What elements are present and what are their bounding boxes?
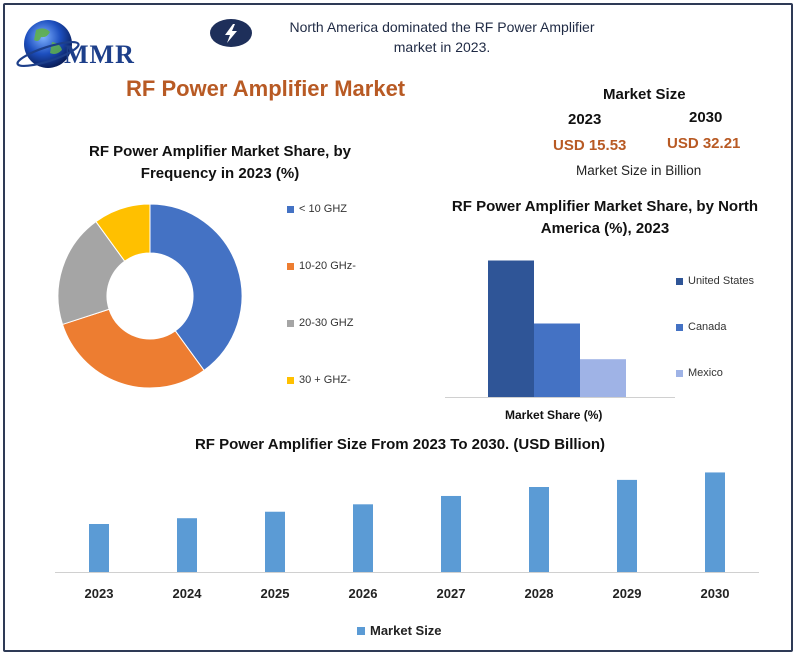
headline-text: North America dominated the RF Power Amp… (289, 19, 595, 55)
size-bar-2024 (177, 518, 197, 572)
size-bar-chart: 2023 2024 2025 2026 2027 2028 2029 2030 (55, 472, 759, 601)
size-chart-title: RF Power Amplifier Size From 2023 To 203… (194, 436, 606, 453)
donut-chart-title: RF Power Amplifier Market Share, by Freq… (88, 143, 352, 182)
na-bar-united-states (488, 260, 534, 397)
donut-legend-item: < 10 GHZ (287, 203, 347, 215)
donut-legend-item: 10-20 GHz- (287, 260, 356, 272)
donut-legend-item: 20-30 GHZ (287, 317, 353, 329)
na-legend-item: United States (676, 275, 754, 287)
legend-label: 10-20 GHz- (299, 260, 356, 272)
market-size-value-2023: USD 15.53 (553, 137, 627, 154)
size-legend-label: Market Size (370, 623, 442, 638)
mmr-logo: MMR (14, 14, 144, 74)
legend-label: 20-30 GHZ (299, 317, 354, 329)
infographic-frame (3, 3, 793, 652)
legend-label: 30 + GHZ- (299, 374, 351, 386)
market-size-note: Market Size in Billion (576, 163, 702, 178)
legend-label: United States (688, 275, 755, 287)
na-bar-chart (445, 260, 675, 398)
na-x-axis-label: Market Share (%) (505, 408, 603, 422)
size-x-tick-label: 2027 (437, 586, 466, 601)
market-size-year-2030: 2030 (689, 109, 723, 126)
size-bar-2025 (265, 511, 285, 572)
donut-slice-2 (57, 220, 126, 326)
size-bar-2029 (617, 479, 637, 572)
main-title: RF Power Amplifier Market (126, 76, 406, 101)
logo-text: MMR (64, 40, 135, 69)
legend-swatch (287, 319, 294, 327)
globe-icon (16, 20, 80, 68)
size-bar-2026 (353, 504, 373, 572)
na-legend-item: Canada (676, 321, 727, 333)
lightning-badge (210, 19, 252, 47)
size-bar-2030 (705, 472, 725, 572)
legend-swatch (676, 369, 683, 377)
size-bar-2027 (441, 495, 461, 572)
donut-legend: < 10 GHZ 10-20 GHz- 20-30 GHZ 30 + GHZ- (287, 203, 407, 393)
size-x-tick-label: 2025 (261, 586, 290, 601)
legend-swatch (287, 262, 294, 270)
donut-chart (57, 203, 243, 389)
size-x-tick-label: 2023 (85, 586, 114, 601)
market-size-title: Market Size (603, 86, 686, 103)
legend-swatch (287, 376, 294, 384)
donut-slice-1 (61, 308, 205, 389)
size-bar-2028 (529, 487, 549, 572)
size-x-tick-label: 2024 (173, 586, 203, 601)
market-size-year-2023: 2023 (568, 111, 602, 128)
size-x-tick-label: 2028 (525, 586, 554, 601)
legend-swatch (676, 277, 683, 285)
na-legend-item: Mexico (676, 367, 723, 379)
size-x-tick-label: 2029 (613, 586, 642, 601)
donut-legend-item: 30 + GHZ- (287, 374, 351, 386)
market-size-value-2030: USD 32.21 (667, 135, 741, 152)
legend-label: Mexico (688, 367, 723, 379)
legend-label: Canada (688, 321, 727, 333)
na-legend: United States Canada Mexico (676, 275, 786, 395)
legend-swatch (287, 205, 294, 213)
size-legend: Market Size (357, 623, 442, 638)
size-legend-swatch (357, 626, 365, 635)
size-x-tick-label: 2030 (701, 586, 730, 601)
donut-slice-0 (149, 203, 243, 372)
size-x-tick-label: 2026 (349, 586, 378, 601)
na-chart-title: RF Power Amplifier Market Share, by Nort… (451, 198, 759, 237)
na-bar-mexico (580, 359, 626, 397)
legend-label: < 10 GHZ (299, 203, 347, 215)
donut-slice-3 (95, 203, 151, 262)
lightning-icon (225, 24, 237, 43)
na-bar-canada (534, 323, 580, 397)
size-bar-2023 (89, 523, 109, 572)
legend-swatch (676, 323, 683, 331)
